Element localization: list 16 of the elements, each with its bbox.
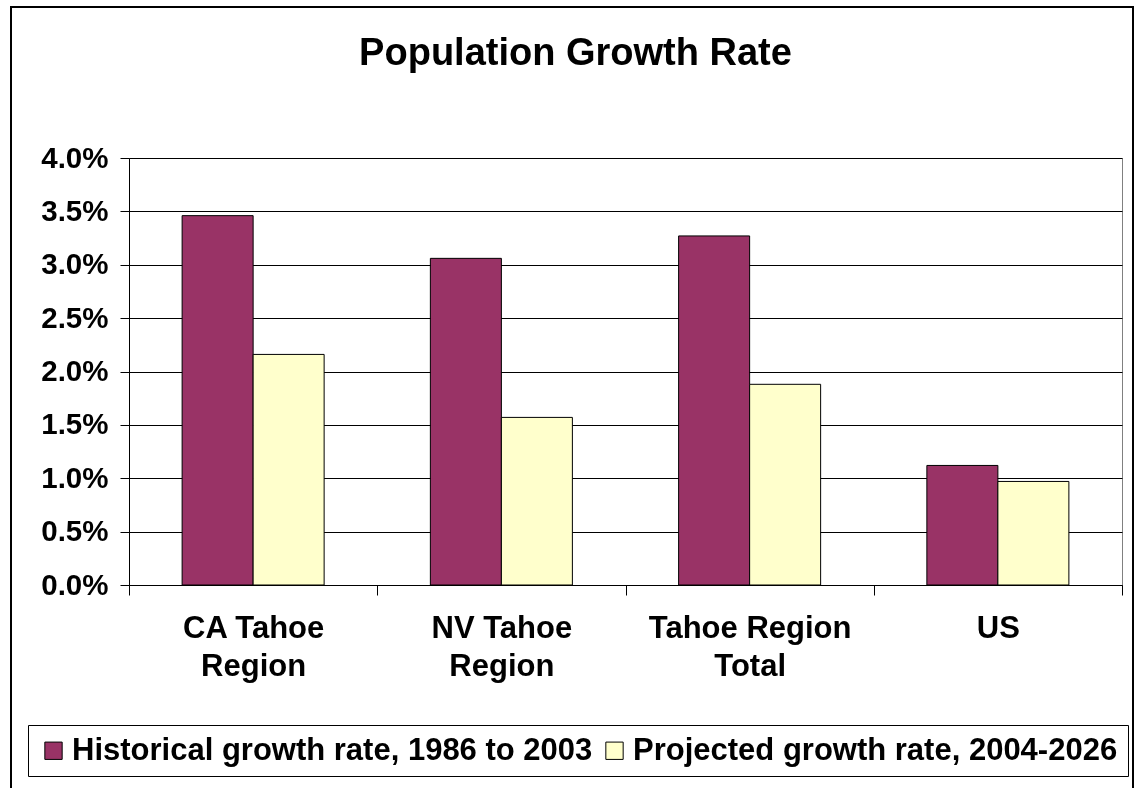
x-tick-label: CA Tahoe Region — [183, 609, 325, 683]
chart-title: Population Growth Rate — [359, 31, 792, 73]
y-tick-label: 2.5% — [41, 300, 109, 334]
y-tick-label: 1.0% — [41, 460, 109, 494]
y-tick-label: 2.0% — [41, 354, 109, 387]
y-tick-label: 3.5% — [41, 193, 109, 227]
x-tick-label: NV Tahoe Region — [431, 609, 573, 683]
y-tick-label: 3.0% — [41, 247, 109, 281]
x-tick-label: US — [976, 609, 1020, 645]
legend-label: Projected growth rate, 2004-2026 — [633, 731, 1118, 767]
x-tick-label: Tahoe Region Total — [648, 609, 852, 683]
legend-label: Historical growth rate, 1986 to 2003 — [72, 731, 593, 767]
y-tick-label: 0.0% — [41, 567, 109, 601]
y-tick-label: 4.0% — [41, 140, 109, 174]
y-tick-label: 0.5% — [41, 514, 109, 548]
y-tick-label: 1.5% — [41, 407, 109, 441]
